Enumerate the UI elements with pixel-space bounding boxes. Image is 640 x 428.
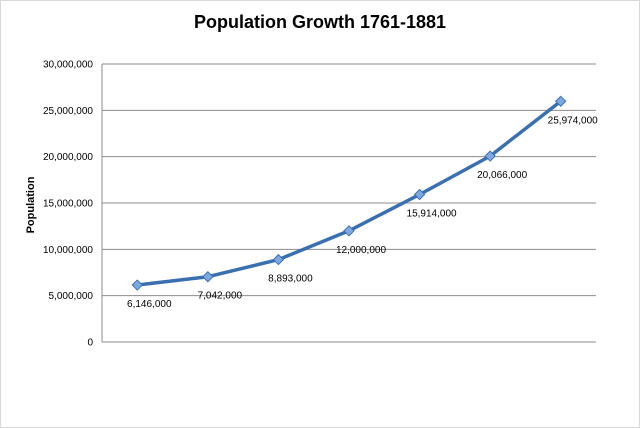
- y-tick-label: 25,000,000: [43, 106, 93, 117]
- y-tick-label: 30,000,000: [43, 60, 93, 71]
- series-line: [135, 99, 563, 287]
- data-point-marker: [413, 188, 426, 201]
- y-tick-label: 5,000,000: [49, 291, 94, 302]
- y-tick-label: 15,000,000: [43, 199, 93, 210]
- data-label: 8,893,000: [268, 274, 313, 285]
- data-point-marker: [484, 150, 496, 162]
- data-label: 15,914,000: [407, 209, 457, 220]
- series-markers: [131, 95, 567, 291]
- series-line-path: [135, 99, 563, 287]
- data-point-marker: [272, 253, 285, 266]
- y-tick-label: 10,000,000: [43, 245, 93, 256]
- y-axis-label: Population: [25, 176, 37, 233]
- data-label: 12,000,000: [336, 245, 386, 256]
- data-point-marker: [343, 225, 355, 237]
- data-labels: 6,146,000 7,042,000 8,893,000 12,000,000 15,…: [127, 115, 598, 310]
- chart-title: Population Growth 1761-1881: [193, 12, 447, 32]
- data-point-marker: [131, 279, 143, 291]
- y-tick-label: 0: [87, 338, 93, 349]
- data-point-marker: [202, 271, 214, 283]
- data-label: 6,146,000: [127, 299, 172, 310]
- gridlines: [101, 63, 596, 343]
- y-axis-ticks: 0 5,000,000 10,000,000 15,000,000 20,000,000…: [43, 60, 94, 349]
- y-tick-label: 20,000,000: [43, 152, 93, 163]
- data-label: 7,042,000: [198, 291, 243, 302]
- data-label: 25,974,000: [548, 115, 598, 126]
- data-point-marker: [555, 95, 567, 108]
- data-label: 20,066,000: [477, 170, 527, 181]
